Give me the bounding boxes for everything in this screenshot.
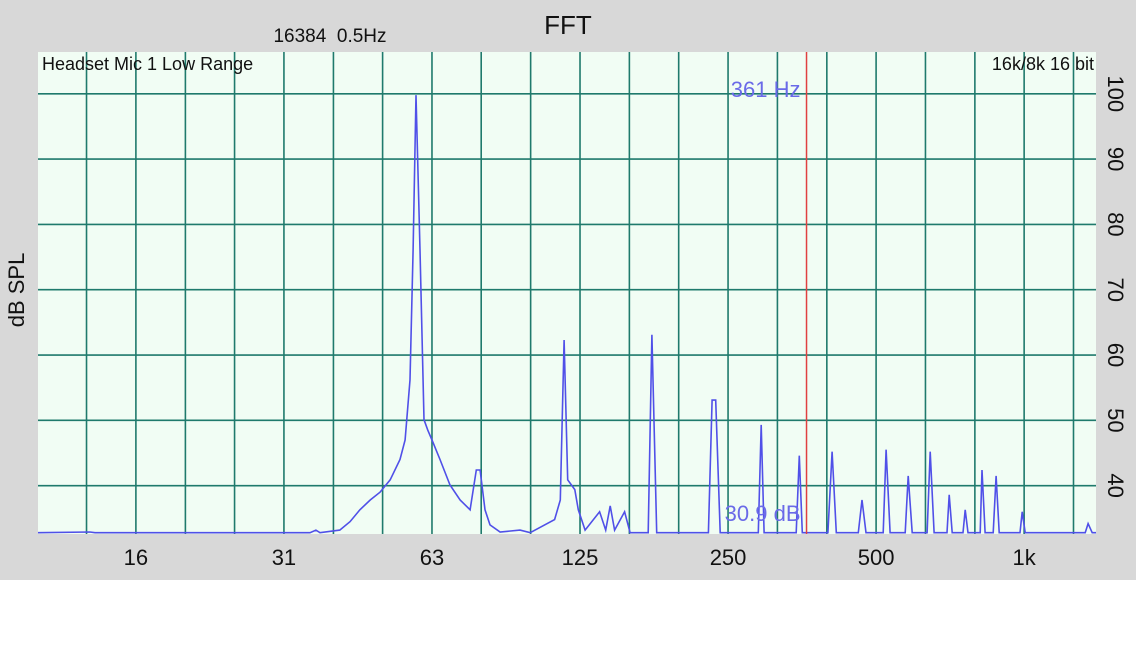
grid xyxy=(38,52,1096,534)
x-tick-label: 500 xyxy=(858,545,895,570)
y-axis-label: dB SPL xyxy=(4,253,29,328)
y-tick-label: 80 xyxy=(1103,212,1128,236)
y-tick-label: 90 xyxy=(1103,147,1128,171)
x-tick-label: 125 xyxy=(562,545,599,570)
x-tick-label: 16 xyxy=(124,545,148,570)
y-tick-label: 60 xyxy=(1103,343,1128,367)
x-tick-label: 250 xyxy=(710,545,747,570)
x-tick-label: 31 xyxy=(272,545,296,570)
y-tick-label: 50 xyxy=(1103,408,1128,432)
spectrum-line xyxy=(37,95,1096,534)
marks xyxy=(37,52,1096,534)
y-tick-label: 70 xyxy=(1103,277,1128,301)
x-tick-label: 63 xyxy=(420,545,444,570)
input-label: Headset Mic 1 Low Range xyxy=(42,54,253,74)
y-tick-label: 40 xyxy=(1103,473,1128,497)
cursor-frequency: 361 Hz xyxy=(731,77,801,102)
y-tick-label: 100 xyxy=(1103,75,1128,112)
x-tick-label: 1k xyxy=(1013,545,1037,570)
format-label: 16k/8k 16 bit xyxy=(992,54,1094,74)
subtitle: 16384 0.5Hz xyxy=(273,26,386,47)
cursor-level: 30.9 dB xyxy=(725,501,801,526)
chart-title: FFT xyxy=(544,10,592,40)
